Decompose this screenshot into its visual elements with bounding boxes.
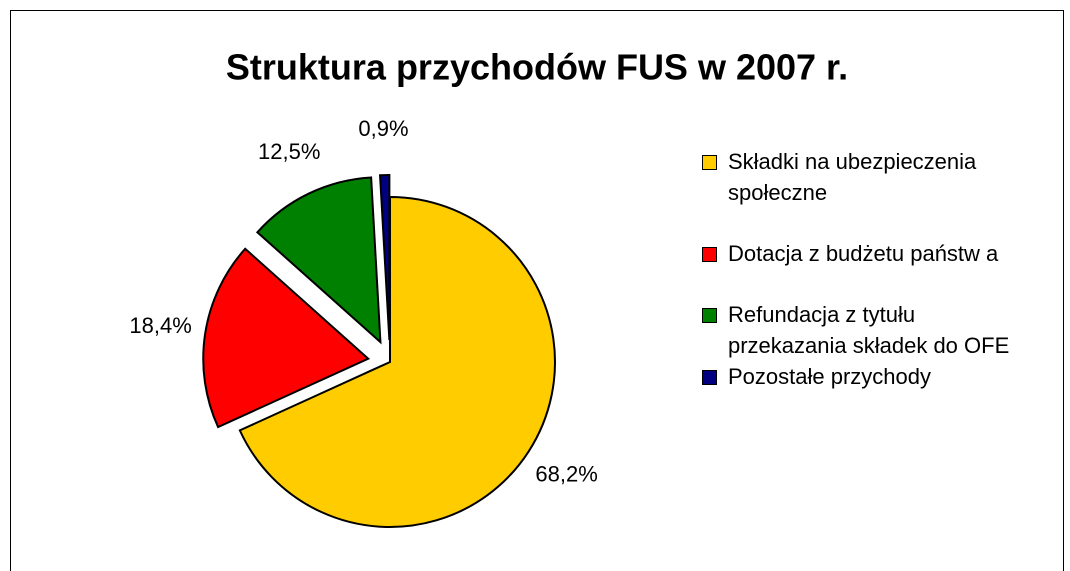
pie-slice [255, 176, 382, 345]
legend-swatch [702, 308, 717, 323]
data-label: 68,2% [535, 461, 597, 486]
legend-swatch [702, 370, 717, 385]
legend-swatch [702, 155, 717, 170]
legend-label: Pozostałe przychody [728, 364, 931, 389]
chart-frame [10, 10, 1064, 571]
legend-swatch [702, 247, 717, 262]
data-label: 12,5% [258, 139, 320, 164]
data-label: 0,9% [358, 116, 408, 141]
pie-slice [202, 247, 371, 429]
pie-slice [378, 174, 391, 341]
legend: Składki na ubezpieczenia społeczne Dotacj… [700, 146, 1020, 392]
legend-label: Dotacja z budżetu państw a [728, 241, 999, 266]
legend-label: Składki na ubezpieczenia społeczne [728, 149, 977, 205]
legend-entry: Dotacja z budżetu państw a [700, 238, 1020, 269]
legend-label: Refundacja z tytułu przekazania składek … [728, 302, 1010, 358]
legend-entry: Składki na ubezpieczenia społeczne [700, 146, 1020, 208]
data-label: 18,4% [129, 313, 191, 338]
legend-entry: Refundacja z tytułu przekazania składek … [700, 299, 1020, 361]
legend-entry: Pozostałe przychody [700, 361, 1020, 392]
chart-title: Struktura przychodów FUS w 2007 r. [226, 47, 848, 88]
pie-slice [238, 195, 556, 528]
